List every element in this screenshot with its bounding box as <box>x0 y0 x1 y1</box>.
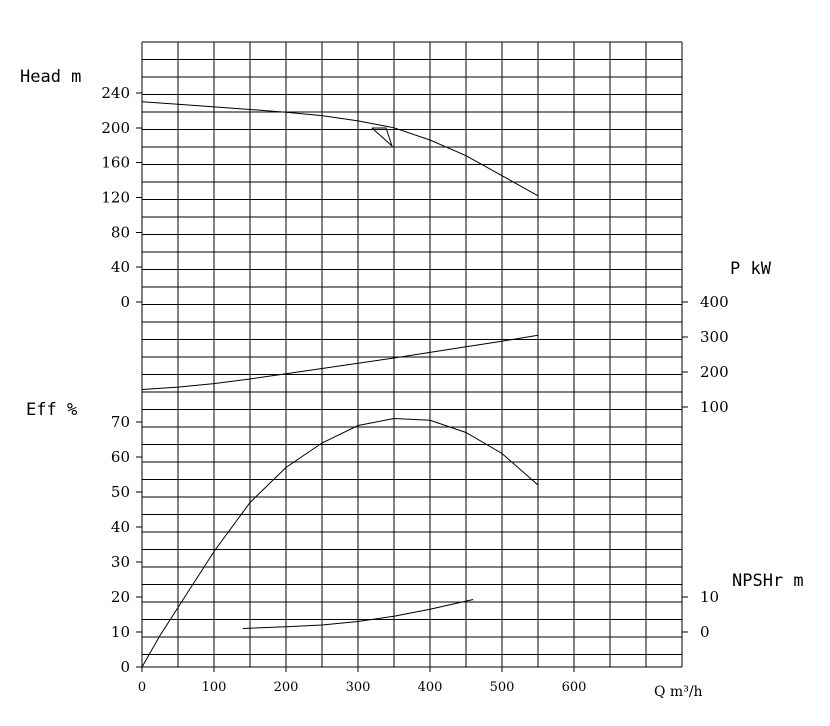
head-tick-label: 80 <box>111 223 130 241</box>
head-tick-label: 40 <box>111 258 130 276</box>
head-tick-label: 120 <box>101 189 130 207</box>
x-tick-label: 100 <box>202 680 227 695</box>
npsh-tick-label: 0 <box>700 623 710 641</box>
power-tick-label: 300 <box>700 328 729 346</box>
x-tick-label: 300 <box>346 680 371 695</box>
chart-grid <box>141 41 683 667</box>
efficiency-tick-label: 70 <box>111 413 130 431</box>
power-tick-labels: 400 300 200 100 <box>682 293 729 416</box>
efficiency-tick-labels: 70 60 50 40 30 20 10 0 <box>111 413 142 676</box>
efficiency-tick-label: 30 <box>111 553 130 571</box>
x-tick-label: 0 <box>138 680 146 695</box>
head-tick-label: 200 <box>101 119 130 137</box>
power-tick-label: 200 <box>700 363 729 381</box>
x-tick-label: 200 <box>274 680 299 695</box>
power-curve <box>141 334 539 390</box>
npsh-tick-label: 10 <box>700 588 719 606</box>
head-tick-label: 240 <box>101 84 130 102</box>
x-axis-label: Q m³/h <box>654 684 703 700</box>
efficiency-tick-label: 10 <box>111 623 130 641</box>
power-axis-label: P kW <box>730 259 772 279</box>
npsh-curve <box>242 599 474 629</box>
npsh-axis-label: NPSHr m <box>732 571 804 591</box>
power-tick-label: 100 <box>700 398 729 416</box>
head-tick-label: 0 <box>120 293 130 311</box>
x-tick-label: 400 <box>418 680 443 695</box>
x-tick-labels: 0 100 200 300 400 500 600 <box>138 667 587 695</box>
efficiency-tick-label: 0 <box>120 658 130 676</box>
efficiency-curve <box>141 417 539 668</box>
head-axis-label: Head m <box>20 67 81 87</box>
x-tick-label: 600 <box>562 680 587 695</box>
head-tick-labels: 240 200 160 120 80 40 0 <box>101 84 142 311</box>
chart-curves <box>141 101 539 668</box>
chart-axes <box>141 42 683 668</box>
npsh-tick-labels: 10 0 <box>682 588 719 641</box>
power-tick-label: 400 <box>700 293 729 311</box>
head-curve <box>141 101 539 197</box>
efficiency-tick-label: 60 <box>111 448 130 466</box>
head-tick-label: 160 <box>101 154 130 172</box>
duty-point-marker <box>371 127 394 148</box>
efficiency-tick-label: 50 <box>111 483 130 501</box>
efficiency-tick-label: 40 <box>111 518 130 536</box>
x-tick-label: 500 <box>490 680 515 695</box>
efficiency-tick-label: 20 <box>111 588 130 606</box>
efficiency-axis-label: Eff % <box>26 400 77 420</box>
